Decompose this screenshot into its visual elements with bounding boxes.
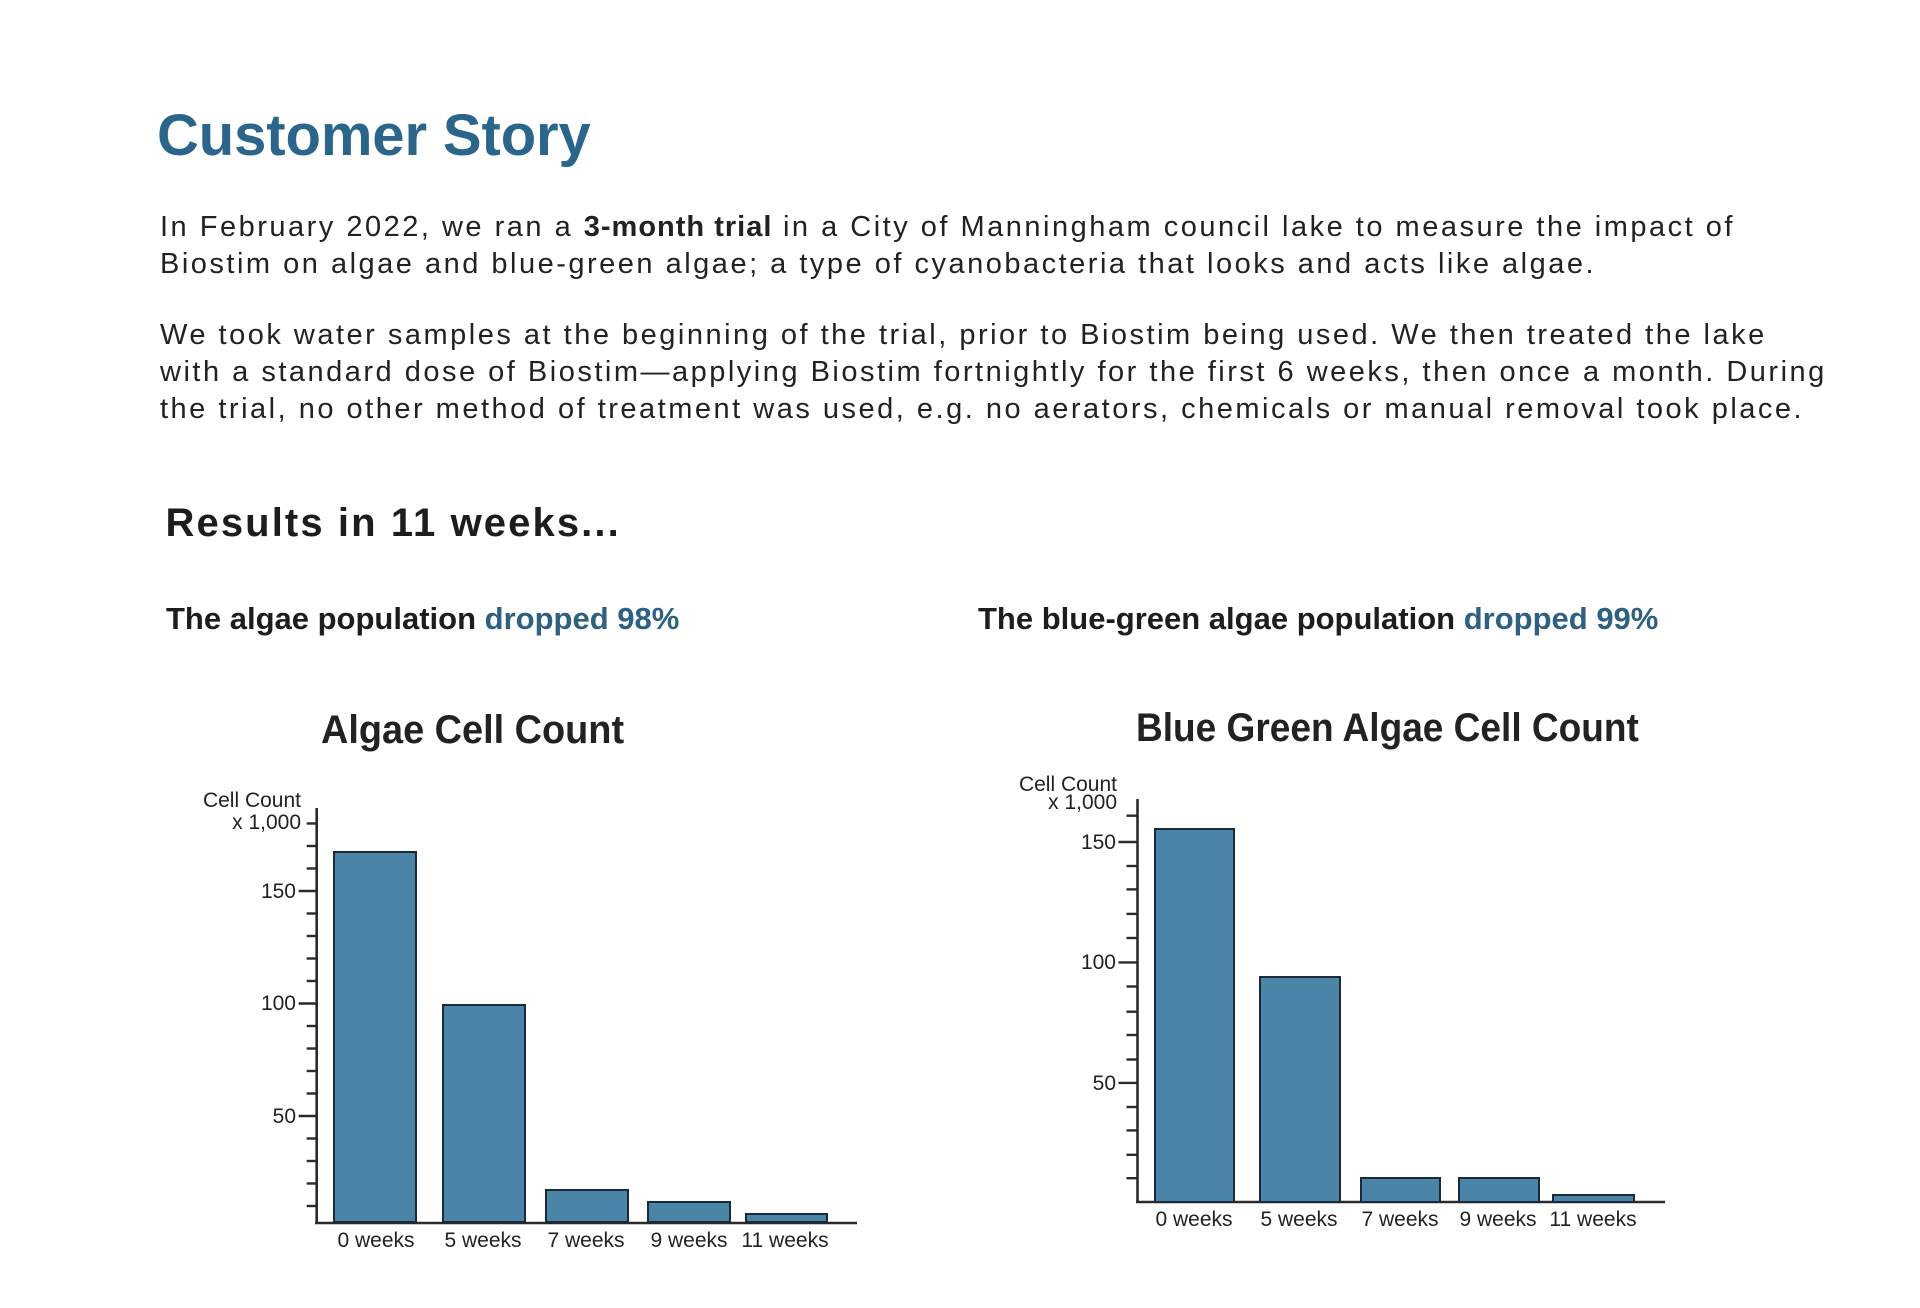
svg-text:5 weeks: 5 weeks — [444, 1229, 521, 1252]
svg-text:100: 100 — [261, 992, 296, 1015]
svg-text:11 weeks: 11 weeks — [1549, 1208, 1636, 1231]
svg-text:7 weeks: 7 weeks — [1361, 1208, 1438, 1231]
svg-text:9 weeks: 9 weeks — [1459, 1208, 1536, 1231]
svg-text:50: 50 — [273, 1105, 296, 1128]
svg-text:11 weeks: 11 weeks — [741, 1229, 828, 1252]
svg-text:150: 150 — [261, 880, 296, 903]
svg-text:100: 100 — [1081, 951, 1116, 974]
svg-text:x 1,000: x 1,000 — [232, 811, 301, 834]
svg-text:9 weeks: 9 weeks — [650, 1229, 727, 1252]
svg-text:0 weeks: 0 weeks — [337, 1229, 414, 1252]
svg-text:7 weeks: 7 weeks — [547, 1229, 624, 1252]
svg-text:x 1,000: x 1,000 — [1048, 791, 1117, 814]
svg-text:0 weeks: 0 weeks — [1155, 1208, 1232, 1231]
svg-text:5 weeks: 5 weeks — [1260, 1208, 1337, 1231]
svg-text:50: 50 — [1093, 1072, 1116, 1095]
svg-text:Cell Count: Cell Count — [203, 789, 301, 812]
svg-text:Cell Count: Cell Count — [1019, 773, 1117, 796]
svg-text:150: 150 — [1081, 831, 1116, 854]
